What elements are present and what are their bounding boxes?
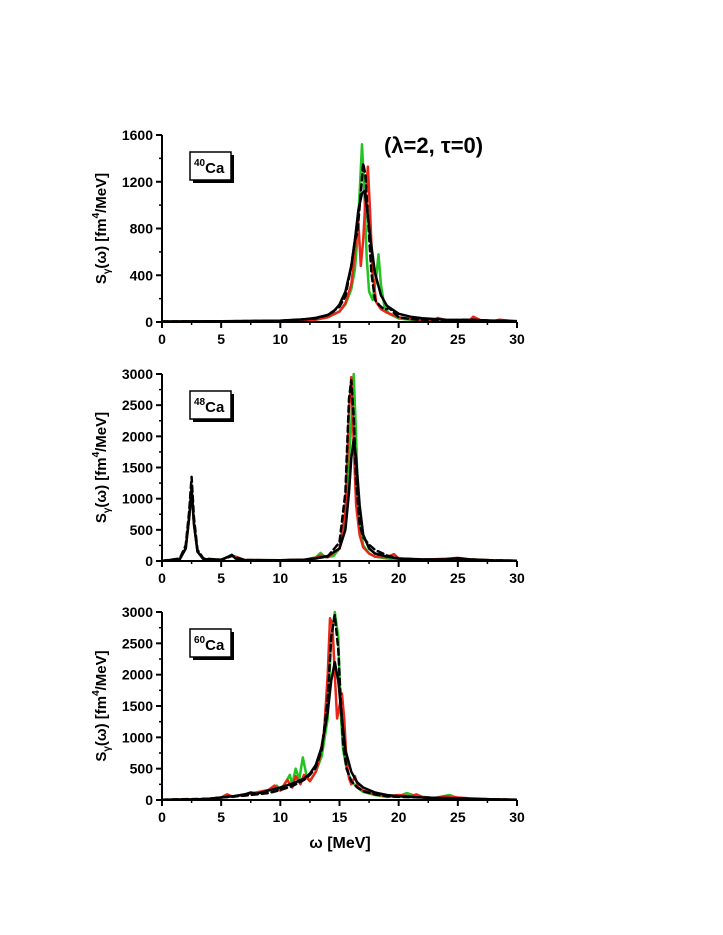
nucleus-label: 48Ca [194, 397, 225, 416]
y-tick-label: 2500 [122, 635, 153, 651]
y-tick-label: 0 [145, 314, 153, 330]
nucleus-box [189, 628, 232, 658]
x-tick-label: 20 [391, 809, 407, 825]
y-tick-label: 800 [130, 221, 154, 237]
y-tick-label: 2000 [122, 667, 153, 683]
x-tick-label: 5 [217, 570, 225, 586]
panels: 0 5 10 15 20 25 30 0 400 800 1200 1600 Sγ(ω) [fm4/Me… [91, 127, 525, 825]
x-tick-label: 0 [158, 331, 166, 347]
series-line-1 [162, 165, 517, 322]
x-tick-label: 5 [217, 331, 225, 347]
x-tick-label: 25 [450, 570, 466, 586]
y-tick-label: 500 [130, 522, 154, 538]
x-tick-label: 25 [450, 809, 466, 825]
y-tick-label: 1200 [122, 174, 153, 190]
y-tick-label: 0 [145, 553, 153, 569]
x-tick-label: 20 [391, 331, 407, 347]
panel-2: 0 5 10 15 20 25 30 0 500 1000 1500 2000 2500 3000 Sγ(ω… [91, 604, 525, 825]
nucleus-box [189, 390, 232, 420]
y-tick-label: 1000 [122, 729, 153, 745]
x-tick-label: 15 [332, 331, 348, 347]
x-tick-label: 0 [158, 809, 166, 825]
series-line-3 [162, 660, 517, 800]
y-tick-label: 2000 [122, 428, 153, 444]
y-tick-label: 3000 [122, 366, 153, 382]
x-axis-label: ω [MeV] [309, 835, 371, 852]
x-tick-label: 0 [158, 570, 166, 586]
x-tick-label: 25 [450, 331, 466, 347]
x-tick-label: 10 [273, 570, 289, 586]
x-tick-label: 10 [273, 331, 289, 347]
x-tick-label: 30 [509, 570, 525, 586]
nucleus-label: 40Ca [194, 158, 225, 177]
y-tick-label: 3000 [122, 604, 153, 620]
y-tick-label: 1500 [122, 698, 153, 714]
y-tick-label: 2500 [122, 397, 153, 413]
y-tick-label: 500 [130, 761, 154, 777]
x-tick-label: 30 [509, 809, 525, 825]
x-tick-label: 15 [332, 570, 348, 586]
y-axis-label: Sγ(ω) [fm4/MeV] [91, 173, 113, 284]
nucleus-label: 60Ca [194, 635, 225, 654]
y-axis-label: Sγ(ω) [fm4/MeV] [91, 412, 113, 523]
params-label: (λ=2, τ=0) [384, 133, 483, 158]
y-tick-label: 1000 [122, 491, 153, 507]
y-tick-label: 1600 [122, 127, 153, 143]
x-tick-label: 30 [509, 331, 525, 347]
series-line-2 [162, 161, 517, 322]
y-axis-label: Sγ(ω) [fm4/MeV] [91, 650, 113, 761]
series-group [162, 610, 517, 800]
y-tick-label: 400 [130, 267, 154, 283]
y-tick-label: 1500 [122, 460, 153, 476]
series-line-3 [162, 189, 517, 322]
series-group [162, 143, 517, 322]
series-group [162, 372, 517, 561]
x-tick-label: 20 [391, 570, 407, 586]
panel-1: 0 5 10 15 20 25 30 0 500 1000 1500 2000 2500 3000 Sγ(ω… [91, 366, 525, 586]
nucleus-box [189, 151, 232, 181]
x-tick-label: 10 [273, 809, 289, 825]
series-line-3 [162, 438, 517, 561]
y-tick-label: 0 [145, 792, 153, 808]
x-tick-label: 5 [217, 809, 225, 825]
panel-0: 0 5 10 15 20 25 30 0 400 800 1200 1600 Sγ(ω) [fm4/Me… [91, 127, 525, 347]
x-tick-label: 15 [332, 809, 348, 825]
